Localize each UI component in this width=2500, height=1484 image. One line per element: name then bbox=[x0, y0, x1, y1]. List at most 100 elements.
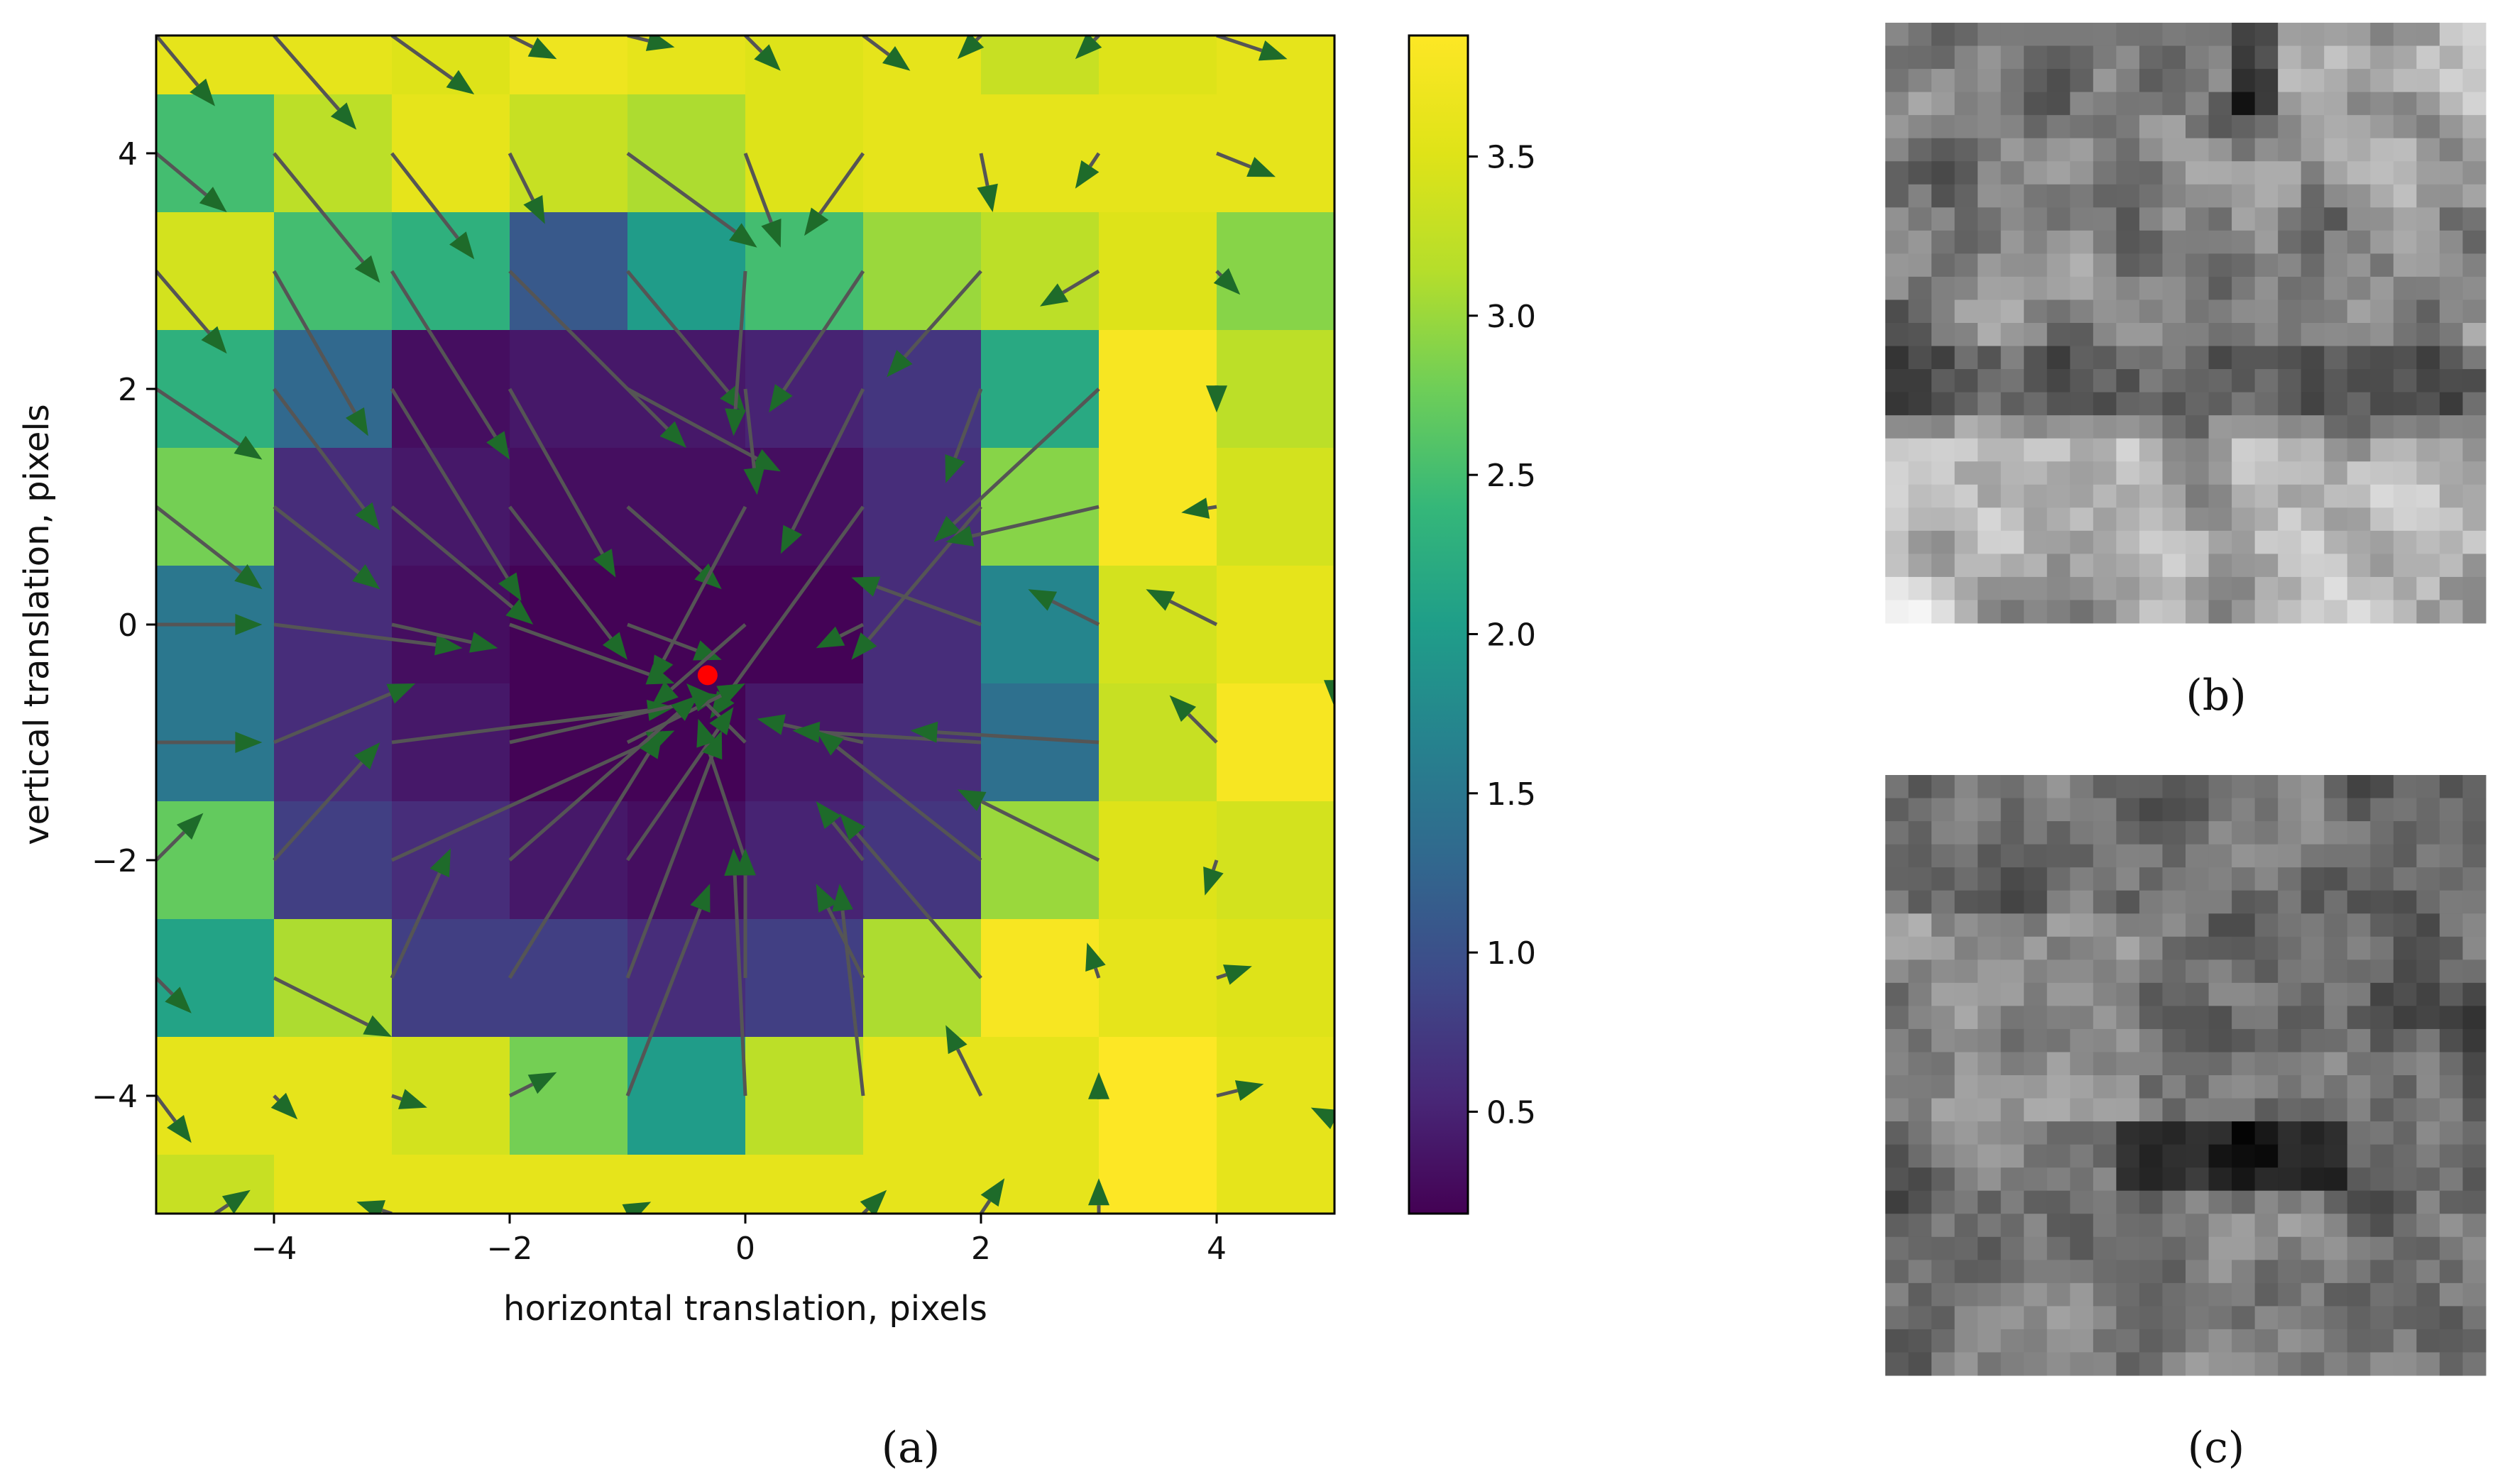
arrow-head bbox=[505, 599, 534, 625]
image-pixel bbox=[2393, 461, 2417, 485]
image-pixel bbox=[2046, 1306, 2071, 1330]
image-pixel bbox=[2024, 844, 2048, 868]
image-pixel bbox=[2024, 45, 2048, 70]
image-pixel bbox=[2439, 23, 2463, 47]
image-pixel bbox=[1908, 1075, 1932, 1099]
image-pixel bbox=[2416, 415, 2440, 439]
image-pixel bbox=[2416, 1306, 2440, 1330]
image-pixel bbox=[2324, 1352, 2348, 1376]
image-pixel bbox=[2024, 1236, 2048, 1260]
image-pixel bbox=[1908, 392, 1932, 416]
image-pixel bbox=[1978, 115, 2002, 139]
arrow-head bbox=[234, 564, 263, 590]
image-pixel bbox=[2093, 484, 2117, 508]
quiver-arrow bbox=[625, 884, 711, 1096]
image-pixel bbox=[2278, 600, 2302, 624]
image-pixel bbox=[2139, 1236, 2163, 1260]
image-pixel bbox=[2139, 253, 2163, 277]
image-pixel bbox=[1908, 890, 1932, 914]
image-pixel bbox=[1931, 415, 1956, 439]
image-pixel bbox=[2439, 323, 2463, 347]
colorbar-frame bbox=[1408, 34, 1469, 1215]
image-pixel bbox=[2186, 1075, 2210, 1099]
image-pixel bbox=[2301, 775, 2325, 799]
image-pixel bbox=[2186, 913, 2210, 938]
image-pixel bbox=[2393, 554, 2417, 578]
image-pixel bbox=[2254, 369, 2279, 393]
heatmap-cell bbox=[745, 566, 864, 684]
quiver-arrow bbox=[804, 152, 865, 236]
arrow-head bbox=[709, 707, 734, 735]
image-pixel bbox=[1931, 821, 1956, 845]
quiver-arrow bbox=[851, 505, 982, 660]
arrow-shaft bbox=[390, 872, 442, 979]
image-pixel bbox=[1978, 867, 2002, 891]
image-pixel bbox=[2070, 798, 2094, 822]
image-pixel bbox=[2416, 507, 2440, 532]
image-pixel bbox=[2186, 1352, 2210, 1376]
colorbar-tick-label: 2.5 bbox=[1486, 458, 1536, 494]
image-pixel bbox=[2278, 415, 2302, 439]
image-pixel bbox=[2254, 1167, 2279, 1192]
image-pixel bbox=[1954, 1144, 1978, 1168]
image-pixel bbox=[1931, 299, 1956, 324]
image-pixel bbox=[1908, 23, 1932, 47]
image-pixel bbox=[2324, 960, 2348, 984]
image-pixel bbox=[1908, 913, 1932, 938]
image-pixel bbox=[2301, 982, 2325, 1006]
image-pixel bbox=[2393, 92, 2417, 116]
image-pixel bbox=[1908, 230, 1932, 254]
heatmap-cell bbox=[274, 94, 393, 213]
image-pixel bbox=[1908, 1167, 1932, 1192]
image-pixel bbox=[2439, 1144, 2463, 1168]
image-pixel bbox=[2278, 913, 2302, 938]
image-pixel bbox=[1908, 1121, 1932, 1145]
heatmap-cell bbox=[981, 35, 1100, 95]
image-pixel bbox=[2232, 1075, 2256, 1099]
image-pixel bbox=[2070, 775, 2094, 799]
image-pixel bbox=[2186, 1028, 2210, 1052]
image-pixel bbox=[2278, 576, 2302, 600]
image-pixel bbox=[2208, 554, 2232, 578]
arrow-head bbox=[1246, 157, 1276, 177]
image-pixel bbox=[2070, 299, 2094, 324]
image-pixel bbox=[2208, 392, 2232, 416]
quiver-arrow bbox=[273, 622, 463, 656]
arrow-shaft bbox=[626, 270, 730, 393]
image-pixel bbox=[1885, 1306, 1909, 1330]
image-pixel bbox=[2278, 554, 2302, 578]
image-pixel bbox=[1931, 507, 1956, 532]
image-pixel bbox=[2186, 484, 2210, 508]
image-pixel bbox=[2462, 23, 2487, 47]
image-pixel bbox=[2254, 438, 2279, 462]
image-pixel bbox=[2186, 821, 2210, 845]
image-pixel bbox=[2301, 960, 2325, 984]
image-pixel bbox=[2416, 960, 2440, 984]
image-pixel bbox=[2208, 982, 2232, 1006]
image-pixel bbox=[2324, 1075, 2348, 1099]
image-pixel bbox=[2254, 844, 2279, 868]
image-pixel bbox=[1885, 484, 1909, 508]
heatmap-cell bbox=[510, 1155, 628, 1214]
image-pixel bbox=[2093, 230, 2117, 254]
image-pixel bbox=[2162, 69, 2186, 93]
image-pixel bbox=[2093, 913, 2117, 938]
arrow-shaft bbox=[1207, 505, 1217, 510]
image-pixel bbox=[2162, 115, 2186, 139]
arrow-head bbox=[851, 576, 881, 597]
image-pixel bbox=[2416, 369, 2440, 393]
heatmap-cell bbox=[981, 212, 1100, 331]
image-pixel bbox=[2162, 982, 2186, 1006]
image-pixel bbox=[2393, 1121, 2417, 1145]
image-pixel bbox=[1885, 45, 1909, 70]
arrow-head bbox=[816, 730, 844, 756]
image-pixel bbox=[2024, 554, 2048, 578]
image-pixel bbox=[2186, 438, 2210, 462]
image-pixel bbox=[2186, 890, 2210, 914]
image-pixel bbox=[2232, 276, 2256, 300]
colorbar-tick-label: 3.5 bbox=[1486, 139, 1536, 175]
image-pixel bbox=[2208, 775, 2232, 799]
image-pixel bbox=[2278, 184, 2302, 208]
image-pixel bbox=[2324, 484, 2348, 508]
image-pixel bbox=[2416, 1167, 2440, 1192]
